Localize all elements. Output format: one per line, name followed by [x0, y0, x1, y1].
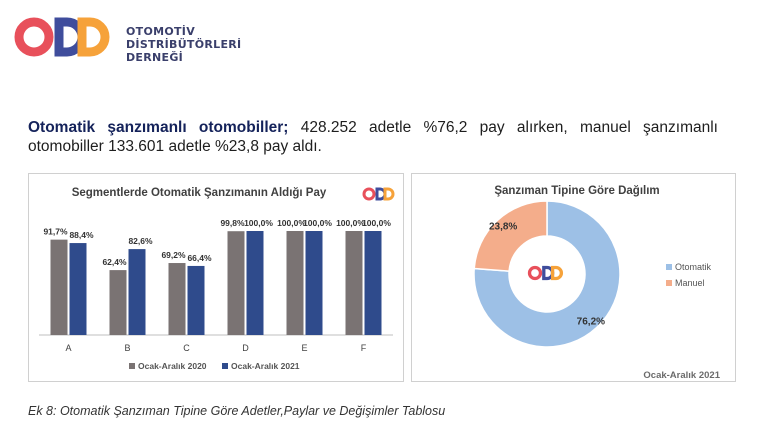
- bar-C-2020: [168, 263, 186, 335]
- bar-value-label: 100,0%: [362, 218, 391, 228]
- bar-value-label: 82,6%: [128, 236, 153, 246]
- intro-rest: 428.252 adetle %76,2 pay alırken, manuel…: [28, 119, 718, 155]
- bar-chart-legend: Ocak-Aralık 2020 Ocak-Aralık 2021: [129, 361, 300, 371]
- bar-B-2021: [128, 249, 146, 335]
- bar-A-2021: [69, 243, 87, 335]
- donut-slice-label: 76,2%: [577, 316, 605, 327]
- bar-chart-title: Segmentlerde Otomatik Şanzımanın Aldığı …: [72, 187, 327, 199]
- bar-value-label: 91,7%: [43, 227, 68, 237]
- bar-value-label: 69,2%: [161, 250, 186, 260]
- legend-label-2021: Ocak-Aralık 2021: [231, 361, 300, 371]
- distribution-donut-chart-panel: Şanzıman Tipine Göre Dağılım 76,2% 23,8% …: [411, 173, 736, 382]
- odd-logo: OTOMOTİV DİSTRİBÜTÖRLERİ DERNEĞİ: [14, 12, 241, 64]
- bar-value-label: 100,0%: [244, 218, 273, 228]
- legend-swatch-2020: [129, 363, 135, 369]
- x-tick-label: F: [361, 343, 367, 353]
- x-tick-label: C: [183, 343, 190, 353]
- bar-chart-logo-icon: [362, 187, 395, 201]
- legend-label-2020: Ocak-Aralık 2020: [138, 361, 207, 371]
- distribution-donut-chart: Şanzıman Tipine Göre Dağılım 76,2%23,8% …: [473, 185, 721, 381]
- segment-bar-chart: Segmentlerde Otomatik Şanzımanın Aldığı …: [39, 187, 395, 371]
- intro-bold: Otomatik şanzımanlı otomobiller;: [28, 119, 289, 136]
- bar-value-label: 88,4%: [69, 230, 94, 240]
- bar-value-label: 100,0%: [303, 218, 332, 228]
- org-name-line3: DERNEĞİ: [126, 51, 184, 64]
- donut-center-logo-icon: [527, 265, 563, 281]
- x-tick-label: D: [242, 343, 249, 353]
- bar-value-label: 99,8%: [220, 218, 245, 228]
- bar-D-2021: [246, 231, 264, 335]
- bar-C-2021: [187, 265, 205, 335]
- bar-B-2020: [109, 270, 127, 335]
- bar-E-2020: [286, 231, 304, 335]
- figure-caption: Ek 8: Otomatik Şanzıman Tipine Göre Adet…: [28, 404, 446, 418]
- bar-value-label: 100,0%: [277, 218, 306, 228]
- donut-chart-title: Şanzıman Tipine Göre Dağılım: [494, 185, 659, 197]
- bar-F-2020: [345, 231, 363, 335]
- segment-bar-chart-panel: Segmentlerde Otomatik Şanzımanın Aldığı …: [28, 173, 404, 382]
- org-name: OTOMOTİV DİSTRİBÜTÖRLERİ DERNEĞİ: [126, 25, 241, 64]
- bar-value-label: 66,4%: [187, 253, 212, 263]
- bar-E-2021: [305, 231, 323, 335]
- donut-slice-otomatik: [473, 200, 621, 348]
- intro-paragraph: Otomatik şanzımanlı otomobiller; 428.252…: [28, 118, 718, 156]
- donut-slice-manuel: [473, 200, 548, 272]
- legend-swatch-manuel: [666, 280, 672, 286]
- x-tick-label: A: [65, 343, 71, 353]
- x-tick-label: B: [124, 343, 130, 353]
- bar-value-label: 62,4%: [102, 257, 127, 267]
- donut-legend: Otomatik Manuel: [666, 262, 712, 288]
- donut-footnote: Ocak-Aralık 2021: [643, 370, 720, 381]
- odd-logo-mark-icon: [14, 17, 110, 57]
- org-name-line2: DİSTRİBÜTÖRLERİ: [126, 38, 242, 51]
- bar-value-label: 100,0%: [336, 218, 365, 228]
- legend-swatch-2021: [222, 363, 228, 369]
- bar-D-2020: [227, 231, 245, 335]
- donut-slice-label: 23,8%: [489, 222, 517, 233]
- legend-label-manuel: Manuel: [675, 278, 705, 288]
- legend-label-otomatik: Otomatik: [675, 262, 712, 272]
- legend-swatch-otomatik: [666, 264, 672, 270]
- bar-F-2021: [364, 231, 382, 335]
- x-tick-label: E: [301, 343, 307, 353]
- org-name-line1: OTOMOTİV: [126, 25, 196, 38]
- bar-A-2020: [50, 239, 68, 335]
